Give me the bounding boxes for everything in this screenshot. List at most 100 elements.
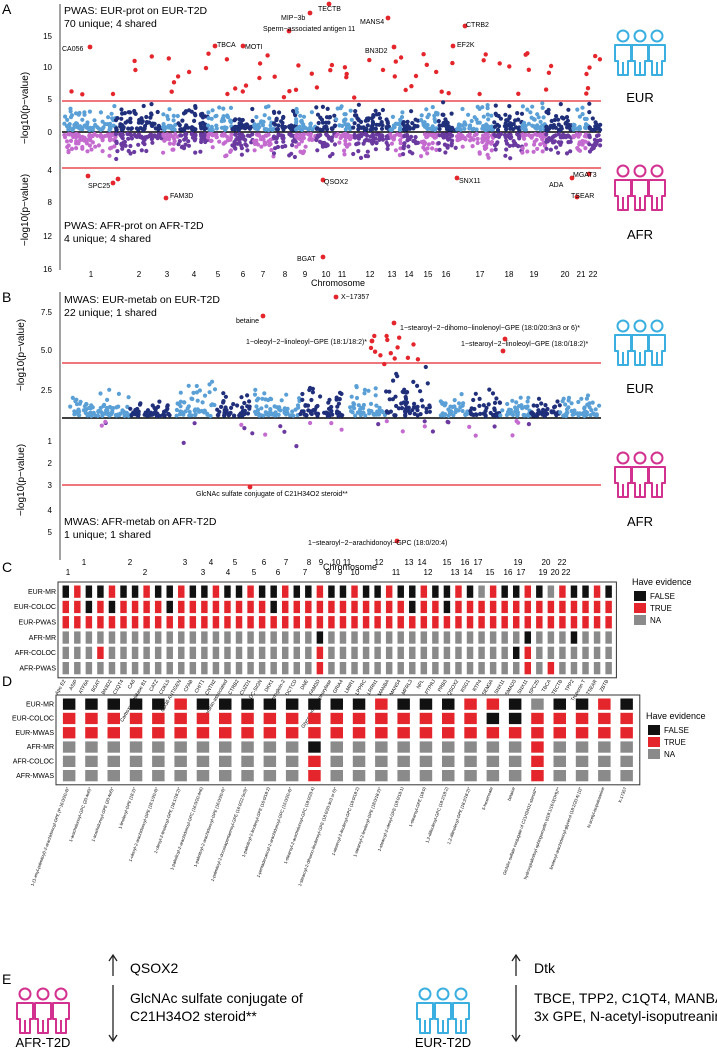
- afr-point: [430, 429, 435, 434]
- eur-point: [469, 118, 474, 124]
- y-tick-label: 8: [48, 198, 53, 207]
- heatmap-cell: [270, 600, 277, 614]
- eur-point: [587, 110, 592, 115]
- heatmap-cell: [420, 631, 428, 644]
- eur-hit-point: [397, 335, 402, 340]
- afr-point: [84, 141, 89, 146]
- eur-point: [77, 110, 82, 116]
- heatmap-cell: [385, 616, 393, 629]
- eur-point: [472, 115, 477, 120]
- eur-point: [316, 411, 321, 416]
- eur-point: [458, 123, 463, 128]
- hit-label: 1−stearoyl−2−linoleoyl−GPE (18:0/18:2)*: [461, 341, 589, 348]
- afr-point: [121, 140, 126, 145]
- eur-hit-point: [385, 337, 390, 343]
- eur-point: [495, 127, 501, 133]
- heatmap-cell: [362, 616, 370, 629]
- eur-hit-point: [296, 63, 301, 68]
- heatmap-cell: [598, 755, 611, 767]
- heatmap-cell: [466, 616, 474, 629]
- afr-point: [167, 141, 172, 146]
- eur-point: [582, 406, 587, 411]
- heatmap-cell: [351, 600, 358, 614]
- chromosome-tick-label: 18: [505, 270, 514, 279]
- heatmap-cell: [339, 646, 347, 659]
- eur-point: [281, 114, 286, 120]
- afr-point: [144, 148, 149, 154]
- eur-point: [571, 127, 576, 132]
- eur-point: [166, 411, 171, 416]
- heatmap-cell: [455, 662, 462, 675]
- y-tick-label: 4: [48, 166, 53, 175]
- afr-point: [516, 420, 521, 425]
- chromosome-tick-label: 13: [405, 558, 414, 567]
- row-label: EUR-COLOC: [12, 716, 54, 723]
- eur-point: [509, 410, 514, 415]
- eur-point: [419, 398, 424, 403]
- heatmap-cell: [375, 698, 388, 710]
- column-label: SMAD3: [504, 679, 518, 697]
- eur-point: [267, 116, 272, 121]
- hit-label: 1−stearoyl−2−dihomo−linolenoyl−GPE (18:0…: [400, 325, 580, 332]
- heatmap-cell: [74, 585, 81, 598]
- eur-point: [247, 126, 252, 131]
- column-label: CATZ: [148, 679, 160, 693]
- eur-hit-point: [477, 91, 482, 97]
- chromosome-tick-label: 11: [338, 270, 347, 279]
- eur-point: [266, 104, 271, 109]
- heatmap-cell: [432, 662, 439, 675]
- heatmap-cell: [97, 600, 104, 614]
- eur-point: [338, 106, 343, 111]
- heatmap-cell: [455, 616, 462, 629]
- eur-point: [136, 409, 141, 414]
- afr-up-text: QSOX2: [130, 960, 178, 976]
- eur-point: [348, 405, 353, 410]
- heatmap-cell: [143, 616, 150, 629]
- legend-true-swatch: [634, 603, 646, 613]
- afr-point: [552, 139, 557, 144]
- heatmap-cell: [351, 631, 358, 644]
- afr-point: [315, 148, 320, 153]
- heatmap-cell: [74, 662, 81, 675]
- eur-point: [72, 412, 77, 417]
- heatmap-cell: [212, 646, 220, 659]
- eur-point: [400, 110, 405, 115]
- afr-point: [413, 135, 418, 140]
- heatmap-cell: [409, 646, 416, 659]
- heatmap-cell: [85, 698, 98, 710]
- chromosome-tick-label: 22: [562, 568, 571, 577]
- eur-hit-point: [169, 89, 174, 94]
- afr-point: [294, 134, 299, 139]
- eur-hit-point: [369, 338, 375, 344]
- eur-point: [247, 399, 252, 404]
- panel-c-chromosome-labels: 1 2 3 4 5 6 7 8 9 10 11 12 13 14 15 16 17 19 20 22: [66, 568, 571, 577]
- heatmap-cell: [570, 631, 578, 644]
- heatmap-cell: [351, 662, 358, 675]
- panel-a-eur-title: PWAS: EUR-prot on EUR-T2D: [64, 5, 208, 17]
- hit-label: TSEAR: [571, 193, 594, 200]
- eur-point: [552, 404, 558, 409]
- eur-point: [411, 379, 416, 384]
- eur-point: [380, 410, 385, 415]
- afr-point: [343, 134, 348, 139]
- afr-point: [422, 132, 428, 137]
- heatmap-cell: [281, 662, 289, 675]
- eur-up-text: Dtk: [534, 960, 556, 976]
- afr-point: [139, 148, 144, 153]
- eur-point: [546, 107, 551, 113]
- eur-point: [358, 407, 363, 412]
- heatmap-cell: [62, 712, 76, 725]
- eur-point: [239, 395, 244, 400]
- afr-point: [161, 150, 166, 155]
- heatmap-cell: [305, 616, 312, 629]
- chromosome-tick-label: 17: [474, 558, 483, 567]
- eur-point: [73, 111, 79, 116]
- eur-point: [438, 399, 443, 404]
- eur-point: [555, 399, 560, 404]
- eur-point: [398, 118, 403, 123]
- eur-point: [460, 106, 465, 112]
- afr-point: [446, 132, 451, 137]
- eur-point: [377, 116, 383, 121]
- afr-point: [577, 142, 582, 147]
- heatmap-cell: [620, 712, 633, 725]
